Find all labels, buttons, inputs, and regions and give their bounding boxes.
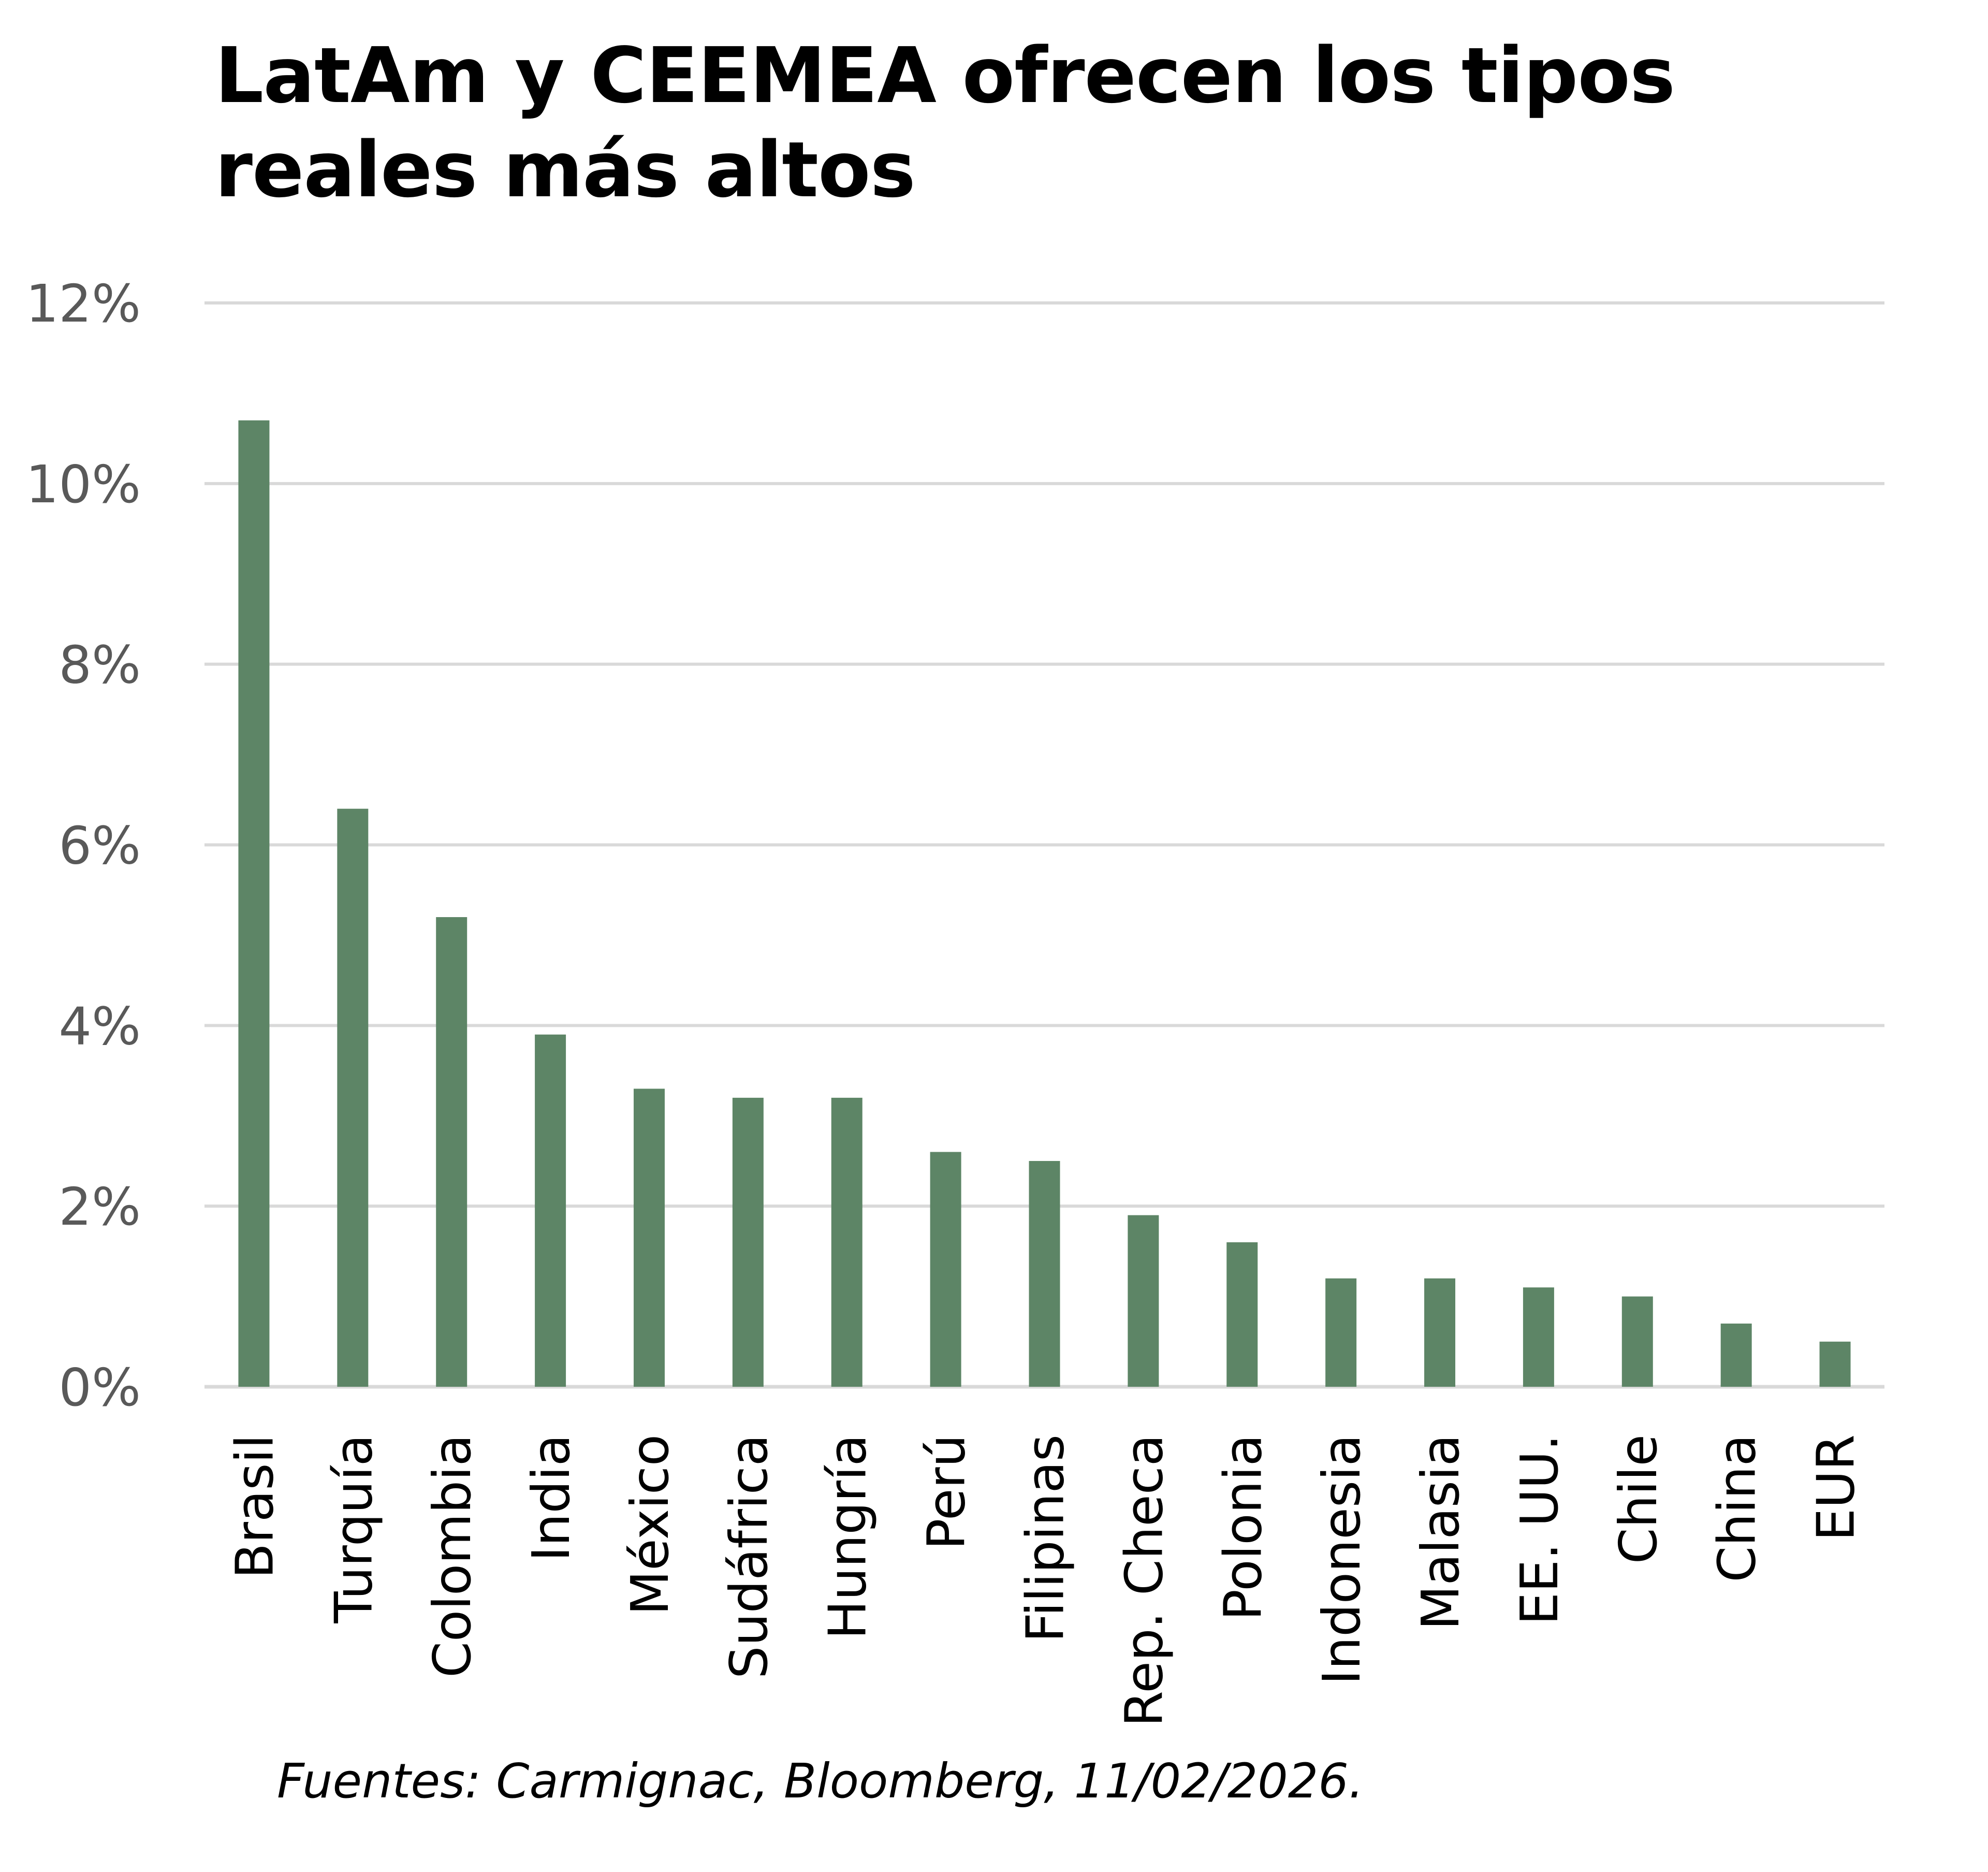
x-category-label: México	[620, 1434, 680, 1615]
source-note: Fuentes: Carmignac, Bloomberg, 11/02/202…	[277, 1753, 1364, 1809]
bar-chile	[1621, 1296, 1653, 1387]
y-tick-label: 0%	[59, 1357, 141, 1418]
bar-méxico	[633, 1089, 665, 1387]
x-category-label: Brasil	[224, 1434, 285, 1579]
bar-hungría	[831, 1097, 863, 1387]
bar-polonia	[1226, 1242, 1258, 1387]
bar-perú	[930, 1152, 961, 1387]
x-category-label: Chile	[1608, 1434, 1669, 1564]
y-tick-label: 12%	[26, 273, 141, 334]
x-category-label: EE. UU.	[1509, 1434, 1570, 1625]
y-axis-tick-labels: 0% 2% 4% 6% 8% 10% 12%	[26, 273, 141, 1418]
bar-rep-checa	[1128, 1215, 1159, 1387]
x-category-label: India	[521, 1434, 581, 1561]
x-category-label: Turquía	[323, 1434, 384, 1624]
bar-india	[535, 1034, 566, 1387]
y-tick-label: 2%	[59, 1177, 141, 1237]
y-tick-label: 6%	[59, 816, 141, 876]
x-category-label: Colombia	[422, 1434, 483, 1678]
y-tick-label: 10%	[26, 454, 141, 515]
bar-ee-uu	[1523, 1287, 1554, 1387]
x-category-label: Filipinas	[1015, 1434, 1076, 1643]
bar-china	[1720, 1323, 1752, 1387]
x-category-label: Hungría	[817, 1434, 878, 1639]
x-category-label: Indonesia	[1311, 1434, 1372, 1685]
y-tick-label: 4%	[59, 996, 141, 1056]
bar-brasil	[238, 420, 270, 1387]
bar-malasia	[1424, 1278, 1456, 1387]
x-category-label: China	[1707, 1434, 1767, 1583]
bar-sudáfrica	[732, 1097, 764, 1387]
bar-filipinas	[1029, 1160, 1060, 1387]
x-category-label: Malasia	[1410, 1434, 1471, 1630]
x-category-label: Polonia	[1212, 1434, 1273, 1620]
y-tick-label: 8%	[59, 635, 141, 695]
bar-turquía	[337, 808, 369, 1387]
x-axis-category-labels: Brasil Turquía Colombia India México Sudáfric…	[224, 1434, 1866, 1727]
x-category-label: EUR	[1806, 1434, 1866, 1541]
bar-indonesia	[1325, 1278, 1357, 1387]
x-category-label: Rep. Checa	[1114, 1434, 1174, 1727]
bars	[238, 420, 1851, 1387]
bar-eur	[1819, 1341, 1851, 1387]
chart-title: LatAm y CEEMEA ofrecen los tipos reales …	[215, 31, 1675, 214]
bar-colombia	[436, 917, 467, 1387]
x-category-label: Perú	[916, 1434, 977, 1550]
x-category-label: Sudáfrica	[719, 1434, 779, 1679]
